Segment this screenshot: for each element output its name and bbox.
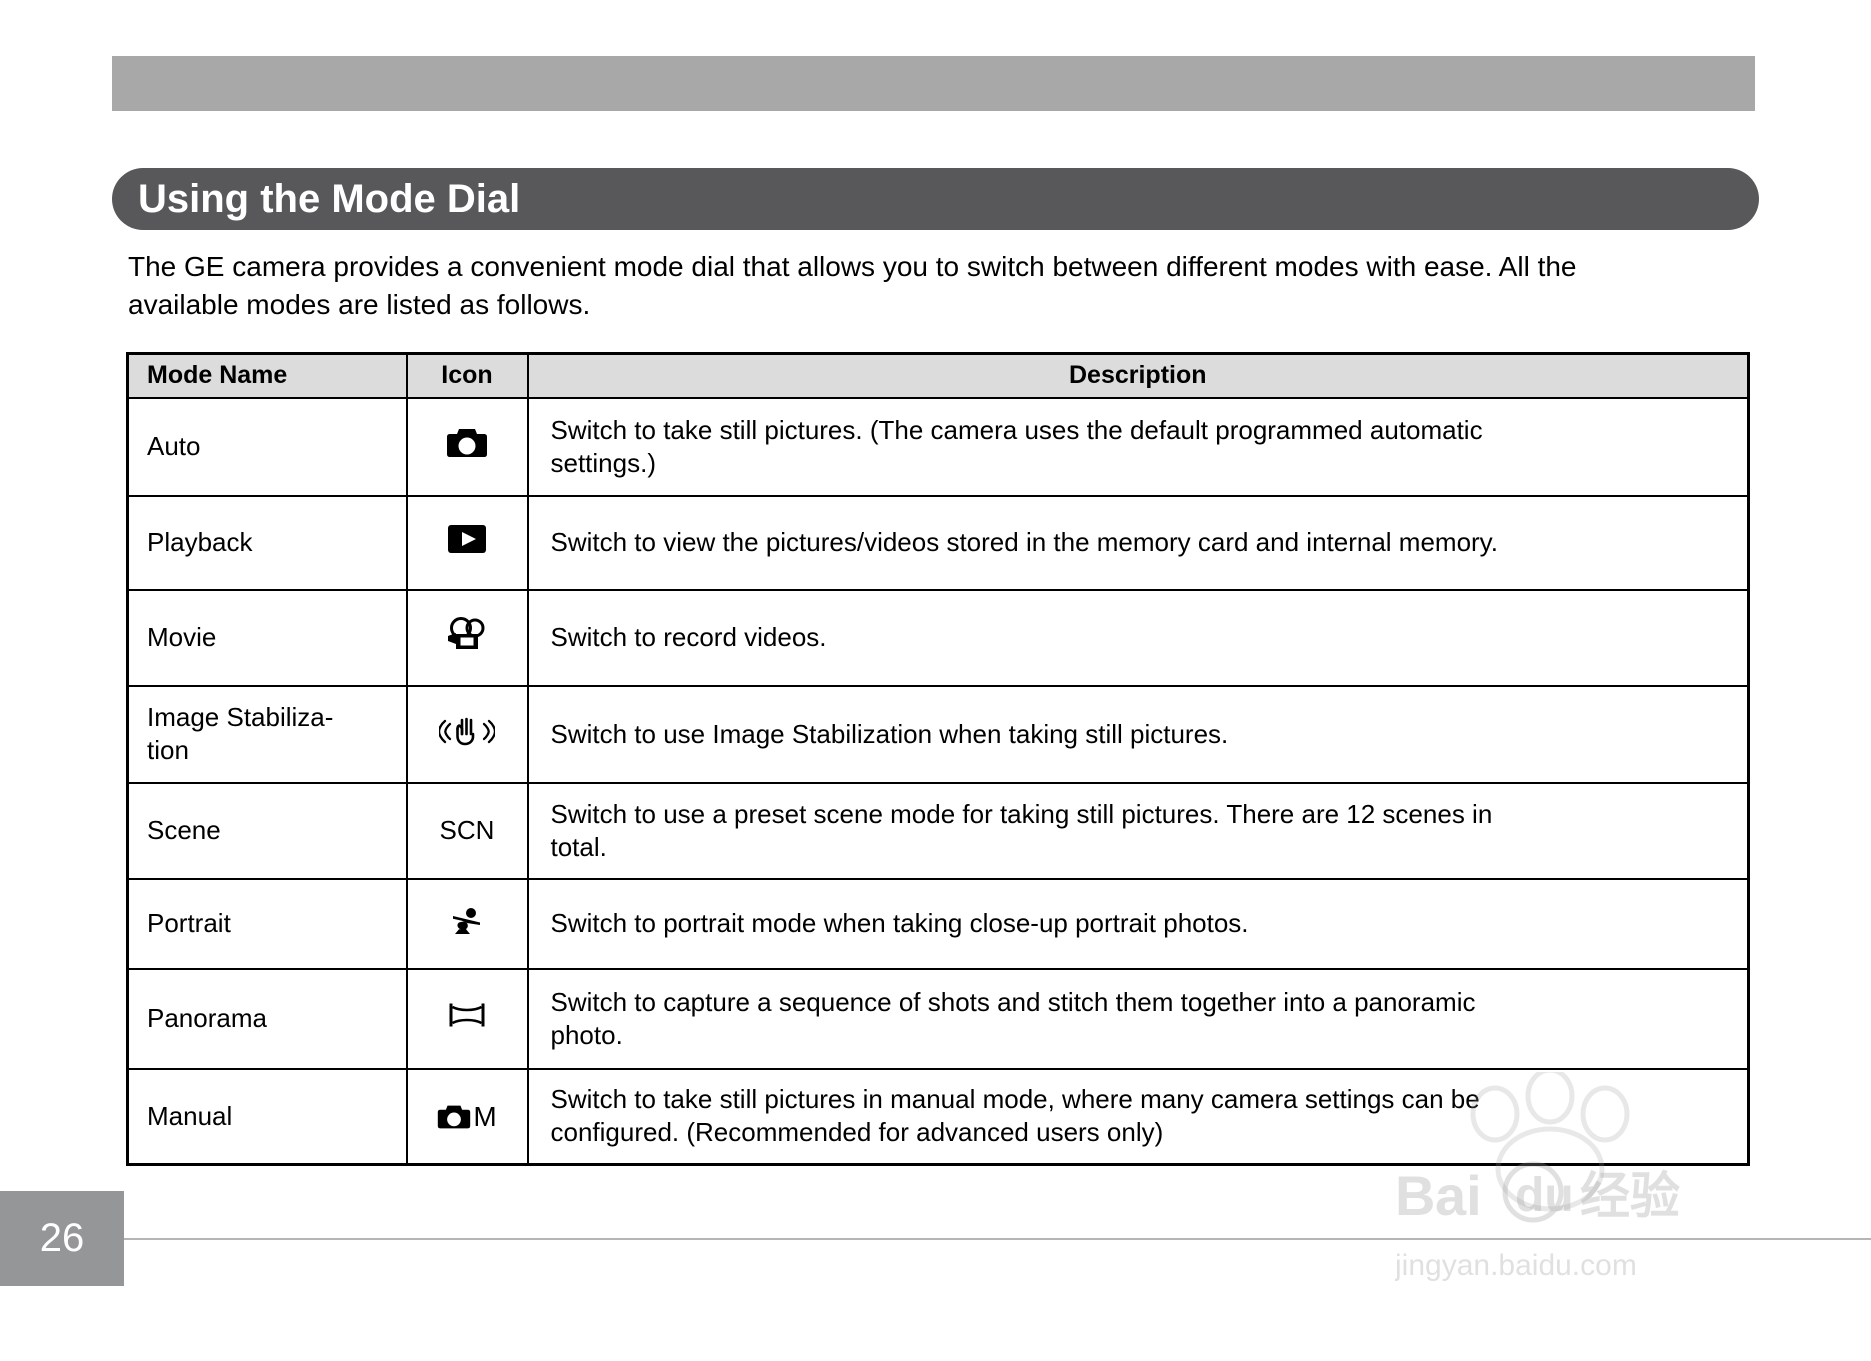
svg-text:经验: 经验 xyxy=(1580,1168,1680,1224)
svg-text:ai: ai xyxy=(1435,1164,1482,1227)
svg-text:B: B xyxy=(1395,1164,1435,1227)
svg-text:du: du xyxy=(1515,1169,1574,1222)
svg-text:jingyan.baidu.com: jingyan.baidu.com xyxy=(1395,1249,1637,1282)
